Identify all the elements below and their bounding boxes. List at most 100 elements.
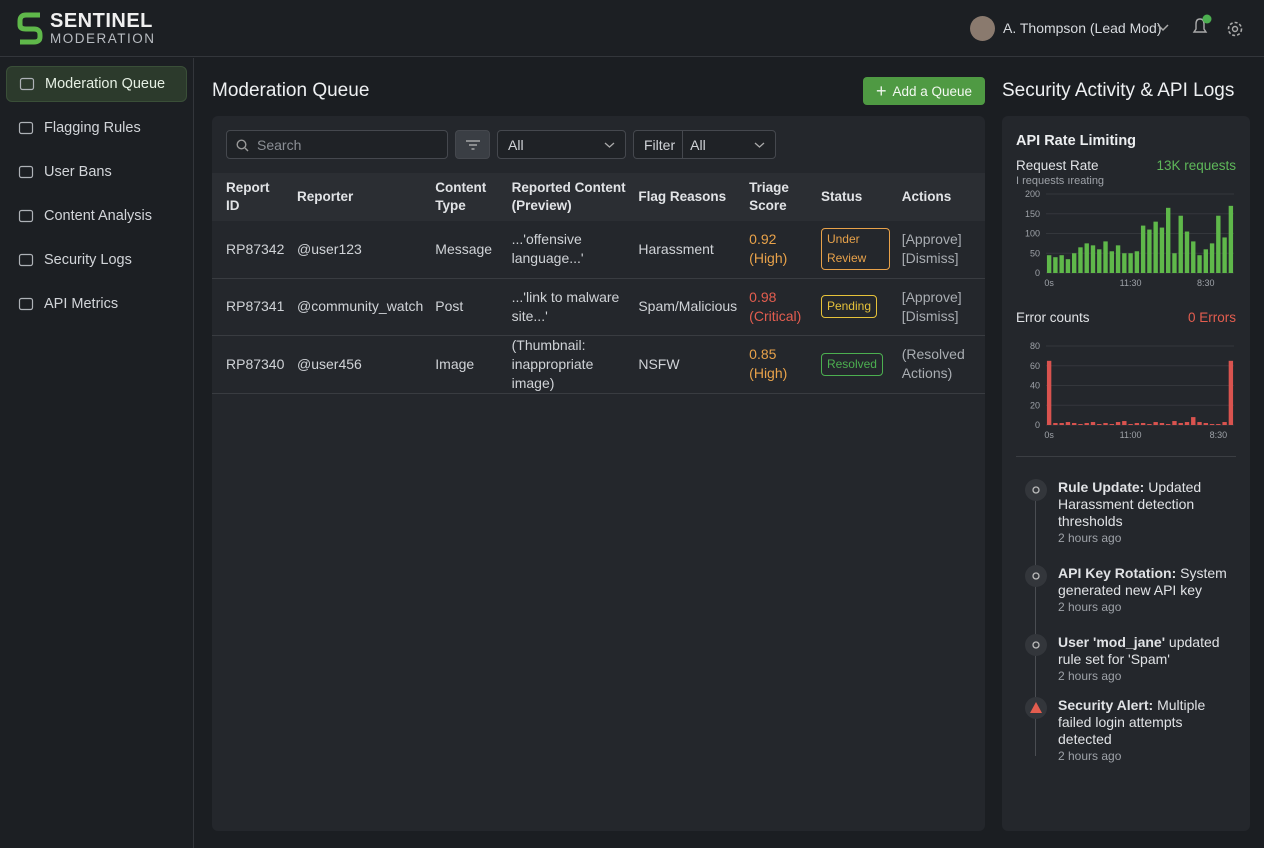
nav-item[interactable]: User Bans <box>6 154 187 190</box>
table-row[interactable]: RP87342 @user123 Message ...'offensive lang… <box>212 221 985 279</box>
cell-preview: ...'offensive language...' <box>505 221 633 279</box>
filter[interactable]: Filter All <box>633 130 776 159</box>
search[interactable]: Search <box>226 130 448 159</box>
settings[interactable] <box>1225 19 1245 39</box>
bar <box>1103 423 1108 425</box>
column-header: Status <box>814 173 896 221</box>
nav-item[interactable]: API Metrics <box>6 286 187 322</box>
action[interactable]: [Approve] <box>901 288 962 305</box>
chart-title: Request Rate <box>1016 158 1099 173</box>
filter-label: Filter <box>644 136 676 153</box>
user-menu[interactable]: A. Thompson (Lead Mod) <box>1003 20 1162 36</box>
bar <box>1209 243 1215 273</box>
cell-type: Image <box>429 335 506 394</box>
cell-actions: [Approve] [Dismiss] <box>895 221 985 279</box>
bar <box>1046 360 1052 425</box>
icon-shape <box>18 253 34 267</box>
cell-status: Under Review <box>814 221 896 279</box>
score-level: (High) <box>749 250 788 267</box>
bar <box>1097 424 1102 425</box>
bar <box>1059 423 1064 425</box>
action[interactable]: [Dismiss] <box>901 307 959 324</box>
filter-toggle[interactable] <box>455 130 490 159</box>
bar <box>1153 221 1158 273</box>
activity-item: Rule Update: Updated Harassment detectio… <box>1058 479 1238 547</box>
bar <box>1053 423 1058 425</box>
activity-bold: Security Alert: <box>1058 697 1154 713</box>
bar <box>1103 241 1108 273</box>
cell-score: 0.98 (Critical) <box>743 278 815 336</box>
action[interactable]: (Resolved Actions) <box>901 346 965 381</box>
icon-shape <box>19 77 35 91</box>
nav-icon <box>18 209 34 223</box>
action[interactable]: [Dismiss] <box>901 250 959 267</box>
nav-item[interactable]: Flagging Rules <box>6 110 187 146</box>
logs-panel: API Rate Limiting Request Rate 13K reques… <box>1002 116 1250 831</box>
bar <box>1203 423 1208 425</box>
y-tick-label: 200 <box>1025 189 1040 199</box>
bar <box>1222 237 1227 273</box>
table-row[interactable]: RP87340 @user456 Image (Thumbnail: inapprop… <box>212 335 985 394</box>
cell-id: RP87341 <box>212 278 292 336</box>
score: 0.92 <box>749 231 777 248</box>
bar <box>1128 253 1133 273</box>
chart: 0 50 100 150 200 0s 11:30 8:30 <box>1025 189 1234 288</box>
select[interactable]: All <box>497 130 626 159</box>
bar <box>1166 424 1171 425</box>
bar <box>1084 243 1089 273</box>
column-header: Flag Reasons <box>632 173 744 221</box>
y-tick-label: 0 <box>1035 420 1040 430</box>
activity-text: System generated new API key <box>1058 565 1227 598</box>
bar <box>1122 253 1127 273</box>
bar <box>1228 205 1234 273</box>
queue-title: Moderation Queue <box>212 80 370 101</box>
cell-actions: [Approve] [Dismiss] <box>895 278 985 336</box>
y-tick-label: 20 <box>1030 400 1040 410</box>
bar <box>1128 424 1133 425</box>
chevron[interactable] <box>1156 22 1170 34</box>
activity-item: Security Alert: Multiple failed login at… <box>1058 697 1238 765</box>
y-tick-label: 0 <box>1035 268 1040 278</box>
nav-item[interactable]: Content Analysis <box>6 198 187 234</box>
action[interactable]: [Approve] <box>901 231 962 248</box>
add-queue-button[interactable]: + Add a Queue <box>863 77 985 105</box>
select-value: All <box>508 136 524 153</box>
cell-id: RP87342 <box>212 221 292 279</box>
cell-status: Pending <box>814 278 896 336</box>
right-title: Security Activity & API Logs <box>1002 80 1235 101</box>
bar <box>1172 421 1177 425</box>
cell-score: 0.85 (High) <box>743 335 815 394</box>
bar <box>1197 422 1202 425</box>
bar <box>1078 424 1083 425</box>
nav-icon <box>18 121 34 135</box>
bar <box>1134 251 1140 273</box>
bar <box>1109 424 1114 425</box>
bar <box>1178 215 1183 273</box>
table-header: Report ID Reporter Content Type Reported Co… <box>212 173 985 221</box>
notifications[interactable] <box>1189 14 1215 40</box>
avatar[interactable] <box>970 16 995 41</box>
table-row[interactable]: RP87341 @community_watch Post ...'link to m… <box>212 278 985 336</box>
bar <box>1216 424 1221 425</box>
score-level: (High) <box>749 365 788 381</box>
bar <box>1140 423 1146 425</box>
bar <box>1115 245 1121 273</box>
cell-type: Post <box>429 278 506 336</box>
cell-type: Message <box>429 221 506 279</box>
cell-status: Resolved <box>814 335 896 394</box>
bar <box>1065 259 1071 273</box>
cell-reason: Spam/Malicious <box>632 278 744 336</box>
nav-item[interactable]: Moderation Queue <box>6 66 187 102</box>
bar <box>1090 245 1096 273</box>
bar <box>1222 422 1227 425</box>
cell-reporter: @user456 <box>291 335 430 394</box>
x-tick-label: 0s <box>1044 430 1054 440</box>
bar <box>1147 229 1152 273</box>
x-tick-label: 11:30 <box>1120 278 1142 288</box>
chart-summary: 0 Errors <box>1187 310 1236 325</box>
nav-item[interactable]: Security Logs <box>6 242 187 278</box>
icon-dot <box>1032 486 1040 494</box>
bar <box>1109 251 1114 273</box>
bar <box>1191 417 1196 425</box>
x-tick-label: 8:30 <box>1210 430 1228 440</box>
